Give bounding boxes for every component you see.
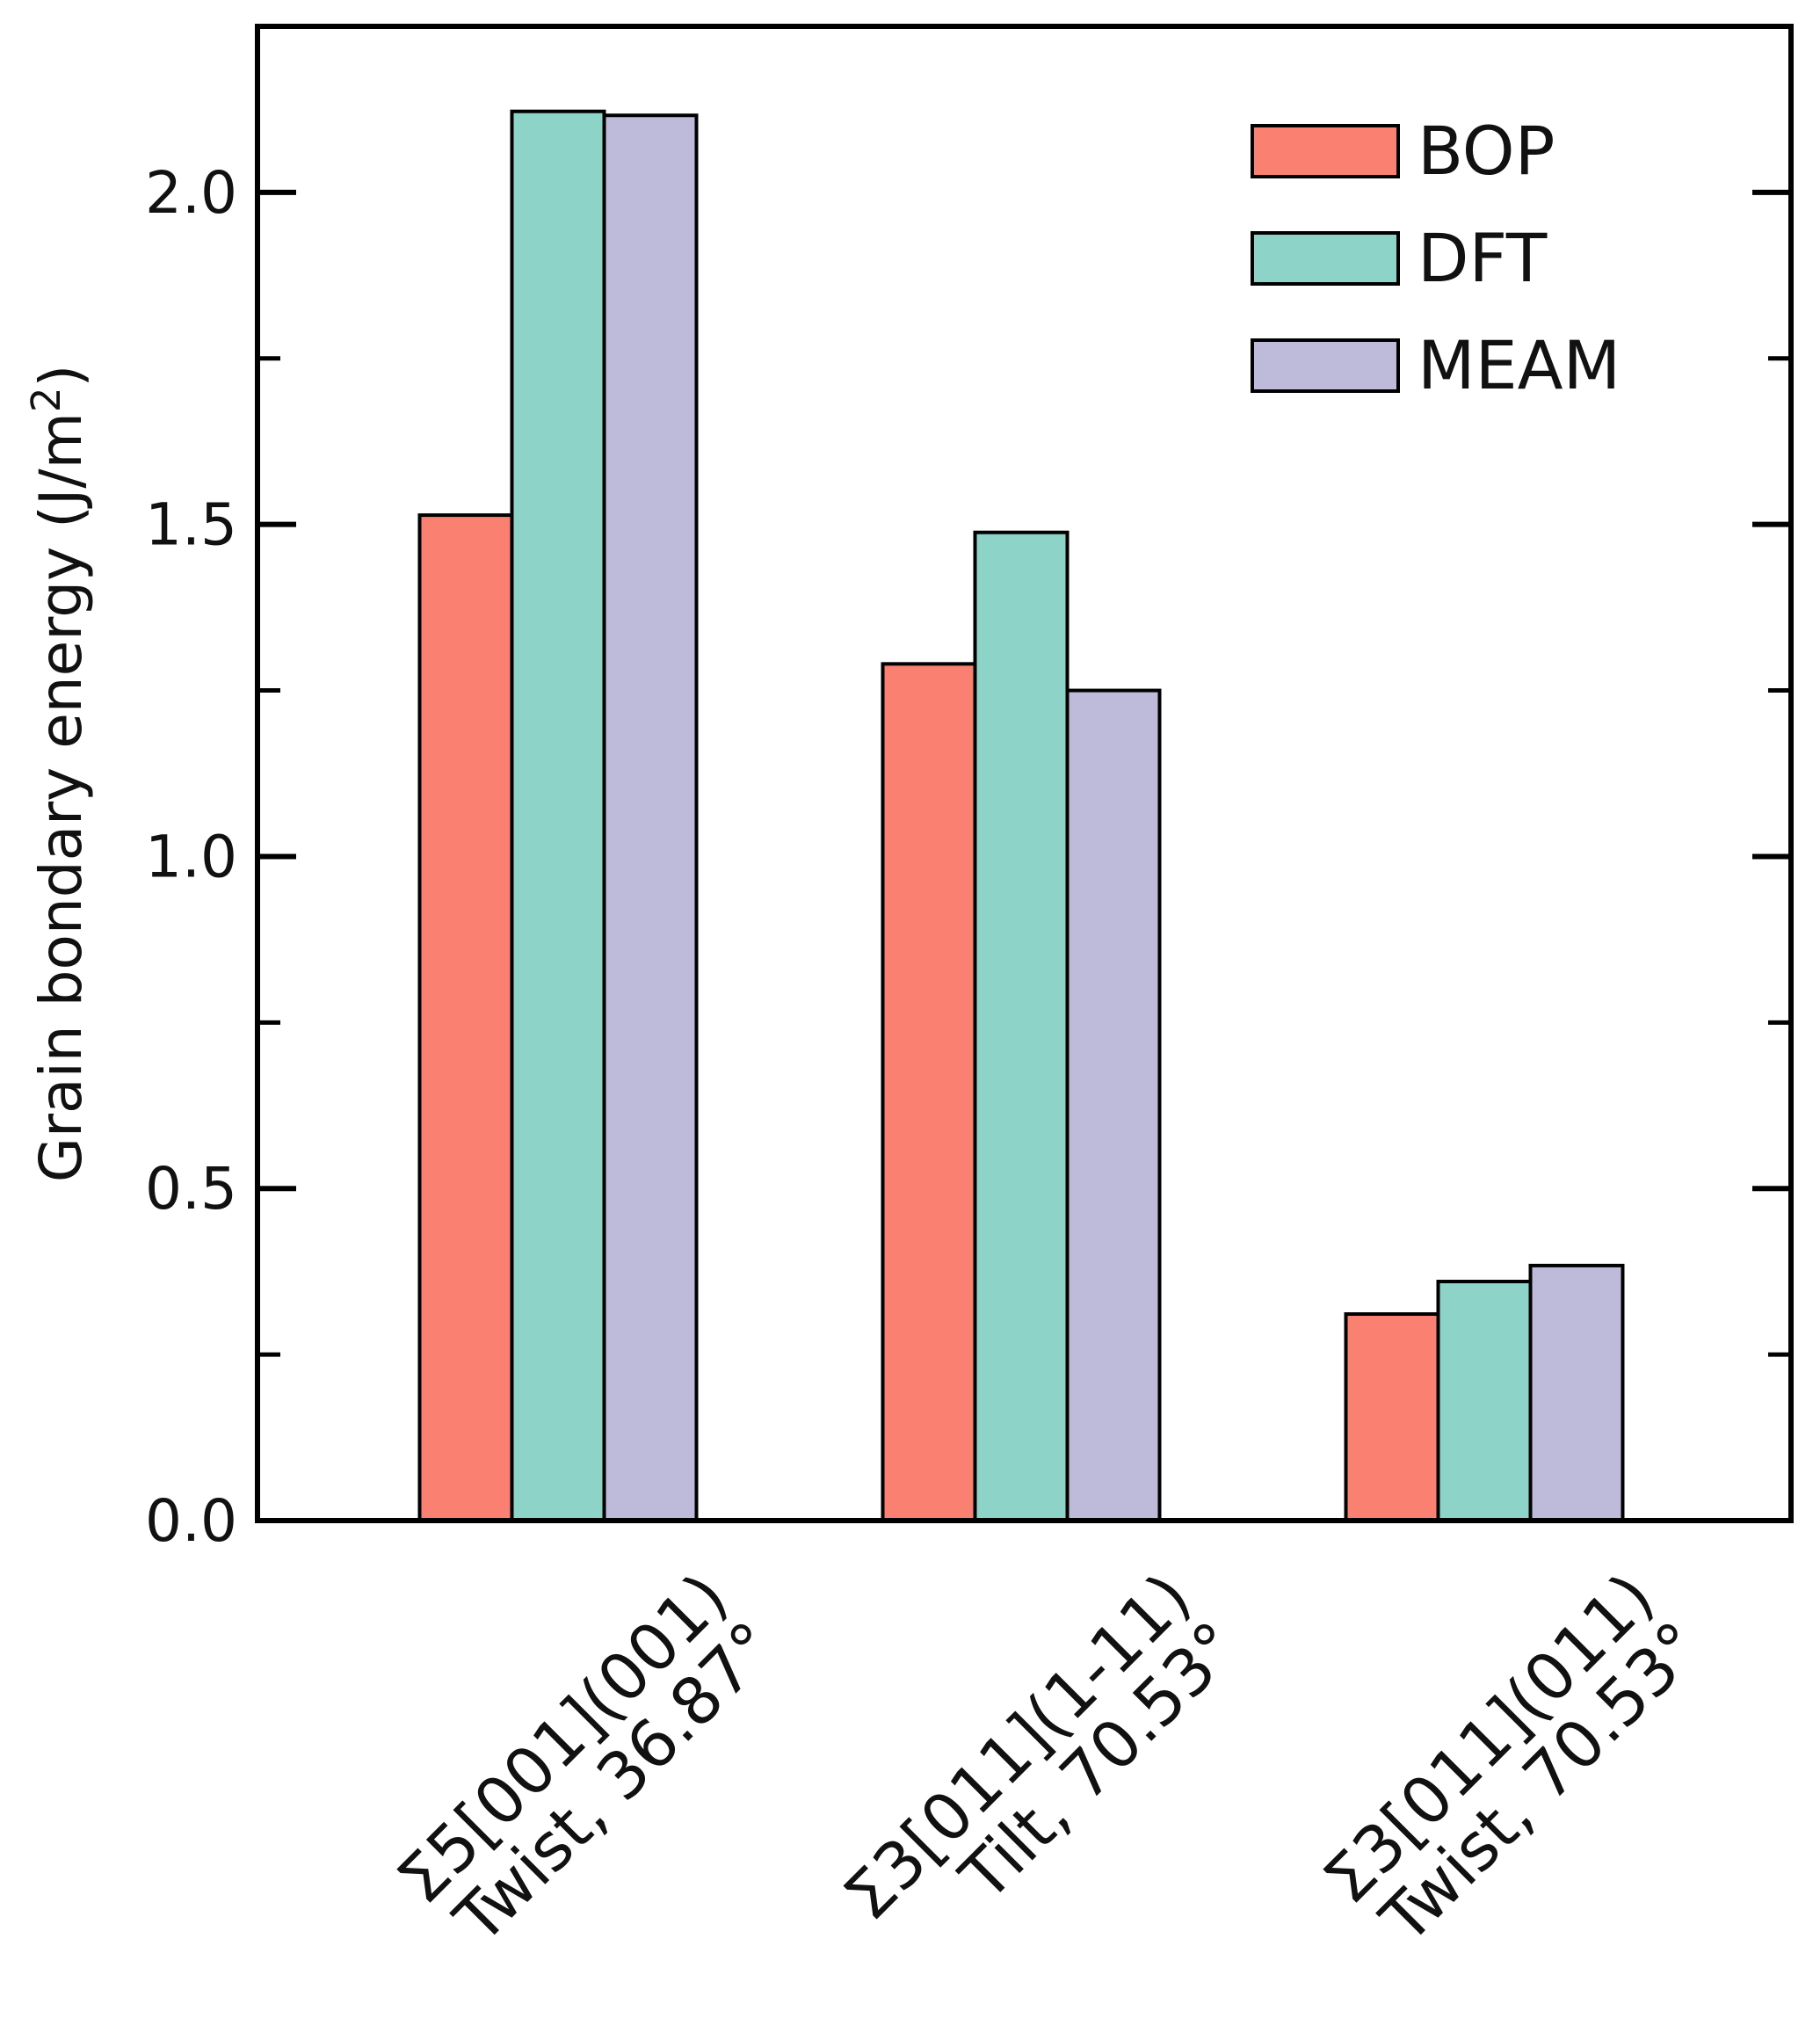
y-tick-label: 0.0	[145, 1487, 237, 1555]
legend-label-meam: MEAM	[1418, 326, 1621, 404]
legend-label-dft: DFT	[1418, 219, 1548, 297]
bar-meam-2	[1065, 688, 1162, 1522]
x-tick-label-1: Σ5[001](001)Twist, 36.87°	[383, 1559, 791, 1967]
y-axis-label: Grain bondary energy (J/m2)	[23, 365, 95, 1183]
y-tick-label: 0.5	[145, 1155, 237, 1223]
ticks-layer	[257, 189, 1791, 1357]
y-tick-label: 1.0	[145, 823, 237, 890]
y-tick-label: 1.5	[145, 491, 237, 559]
bar-dft-1	[510, 109, 606, 1523]
bar-bop-3	[1344, 1312, 1440, 1522]
bar-meam-1	[602, 113, 699, 1523]
legend-swatch-dft	[1251, 231, 1400, 286]
legend-swatch-meam	[1251, 338, 1400, 393]
bar-bop-2	[881, 662, 977, 1522]
bar-bop-1	[417, 513, 514, 1522]
bar-dft-2	[973, 530, 1070, 1523]
legend: BOP DFT MEAM	[1251, 112, 1621, 404]
bar-meam-3	[1528, 1263, 1625, 1523]
plot-frame	[255, 24, 1794, 1523]
legend-label-bop: BOP	[1418, 112, 1555, 190]
x-tick-label-3: Σ3[011](011)Twist, 70.53°	[1309, 1559, 1717, 1967]
bars-layer	[417, 109, 1625, 1523]
bar-dft-3	[1436, 1280, 1533, 1522]
y-tick-label: 2.0	[145, 159, 237, 227]
y-tick-labels: 0.0 0.5 1.0 1.5 2.0	[145, 159, 237, 1555]
legend-swatch-bop	[1251, 124, 1400, 178]
category-labels: Σ5[001](001)Twist, 36.87° Σ3[011](1-11)Ti…	[383, 1559, 1717, 1983]
x-tick-label-2: Σ3[011](1-11)Tilt, 70.53°	[830, 1559, 1253, 1983]
